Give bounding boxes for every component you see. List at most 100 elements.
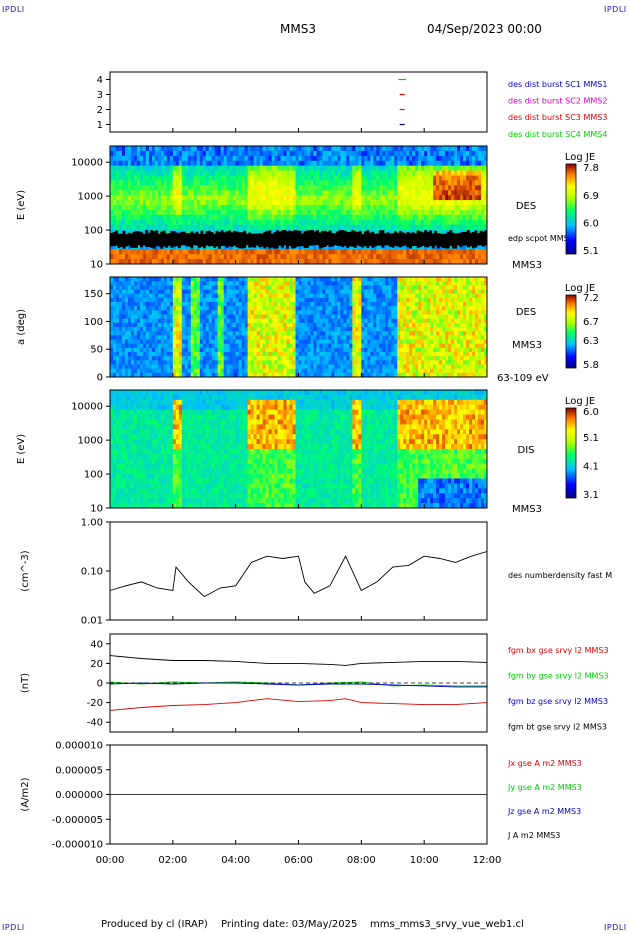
colorbar-tick-label: 4.1 xyxy=(583,461,599,472)
heatmap-cells-des-pitch-angle xyxy=(110,277,488,378)
x-tick-label: 02:00 xyxy=(158,855,187,866)
y-tick-label: 20 xyxy=(90,659,103,670)
legend-burst-sc3: des dist burst SC3 MMS3 xyxy=(508,113,607,122)
legend-current-3: Jz gse A m2 MMS3 xyxy=(507,807,581,816)
instrument-label-des-pitch-angle: DES xyxy=(516,307,536,318)
energy-label-pitch: 63-109 eV xyxy=(497,373,549,384)
colorbar-tick-label: 5.1 xyxy=(583,433,599,444)
y-tick-label: -0.000005 xyxy=(52,815,103,826)
colorbar-title-des-pitch-angle: Log JE xyxy=(565,283,595,294)
field-line-4 xyxy=(109,655,488,666)
colorbar-tick-label: 6.3 xyxy=(583,336,599,347)
colorbar-tick-label: 5.8 xyxy=(583,360,599,371)
y-tick-label: 3 xyxy=(97,90,103,101)
datetime-title: 04/Sep/2023 00:00 xyxy=(427,22,542,36)
colorbar-tick-label: 6.9 xyxy=(583,191,599,202)
y-tick-label: 100 xyxy=(84,470,103,481)
colorbar-title-des-energy: Log JE xyxy=(565,152,595,163)
heatmap-layer xyxy=(110,146,488,509)
x-tick-label: 00:00 xyxy=(96,855,125,866)
legend-density: des numberdensity fast M xyxy=(508,571,612,580)
y-axis-label-dis-energy: E (eV) xyxy=(16,434,27,464)
footer-printing-date: Printing date: 03/May/2025 xyxy=(221,919,358,930)
y-axis-label-density: (cm^-3) xyxy=(20,550,31,591)
colorbar-des-energy xyxy=(565,163,577,255)
y-tick-label: 1.00 xyxy=(81,518,103,529)
x-tick-label: 10:00 xyxy=(410,855,439,866)
legend-field-3: fgm bz gse srvy l2 MMS3 xyxy=(508,697,608,706)
colorbar-tick-label: 6.0 xyxy=(583,407,599,418)
legend-current-4: J A m2 MMS3 xyxy=(507,831,560,840)
y-tick-label: 2 xyxy=(97,105,103,116)
overlay-label-scpot: edp scpot MMS3 xyxy=(508,234,574,243)
colorbar-tick-label: 5.1 xyxy=(583,246,599,257)
panel-frame-burst-availability xyxy=(109,71,488,133)
y-tick-label: 40 xyxy=(90,639,103,650)
y-axis-label-magnetic-field: (nT) xyxy=(20,673,31,693)
spacecraft-label-dis-energy: MMS3 xyxy=(512,504,542,515)
colorbar-tick-label: 3.1 xyxy=(583,490,599,501)
legend-burst-sc4: des dist burst SC4 MMS4 xyxy=(508,130,607,139)
y-axis-label-current-density: (A/m2) xyxy=(20,777,31,811)
legend-current-1: Jx gse A m2 MMS3 xyxy=(507,759,582,768)
footer-produced-by: Produced by cl (IRAP) xyxy=(101,919,208,930)
legend-field-4: fgm bt gse srvy l2 MMS3 xyxy=(508,723,607,732)
y-tick-label: 0.01 xyxy=(81,616,103,627)
legend-burst-sc2: des dist burst SC2 MMS2 xyxy=(508,97,607,106)
y-tick-label: -0.000010 xyxy=(52,840,103,851)
y-tick-label: 4 xyxy=(97,75,103,86)
x-tick-label: 06:00 xyxy=(284,855,313,866)
y-tick-label: 10 xyxy=(90,260,103,271)
scpot-band xyxy=(110,230,488,249)
colorbar-tick-label: 6.0 xyxy=(583,218,599,229)
corner-label-top-left: IPDLI xyxy=(2,5,25,14)
legend-field-2: fgm by gse srvy l2 MMS3 xyxy=(508,672,609,681)
colorbar-tick-label: 7.2 xyxy=(583,293,599,304)
y-tick-label: 10000 xyxy=(71,402,103,413)
y-tick-label: -20 xyxy=(87,698,103,709)
y-tick-label: 50 xyxy=(90,345,103,356)
corner-label-bottom-right: IPDLI xyxy=(604,923,627,932)
corner-label-bottom-left: IPDLI xyxy=(2,923,25,932)
instrument-label-des-energy: DES xyxy=(516,201,536,212)
y-tick-label: 1000 xyxy=(78,192,103,203)
y-tick-label: 10000 xyxy=(71,158,103,169)
field-line-1 xyxy=(109,698,488,711)
y-tick-label: 0.000010 xyxy=(55,741,103,752)
line-layer xyxy=(109,78,488,795)
y-tick-label: -40 xyxy=(87,718,103,729)
corner-label-top-right: IPDLI xyxy=(604,5,627,14)
colorbar-tick-label: 6.7 xyxy=(583,317,599,328)
spacecraft-title: MMS3 xyxy=(280,22,316,36)
field-line-3 xyxy=(109,682,487,688)
heatmap-cells-dis-energy xyxy=(110,390,488,509)
y-axis-label-des-pitch-angle: a (deg) xyxy=(16,309,27,345)
x-tick-label: 08:00 xyxy=(347,855,376,866)
y-axis-label-des-energy: E (eV) xyxy=(16,190,27,220)
y-tick-label: 0 xyxy=(97,679,103,690)
y-tick-label: 0.000000 xyxy=(55,790,103,801)
y-tick-label: 1 xyxy=(97,120,103,131)
y-tick-label: 100 xyxy=(84,317,103,328)
spacecraft-label-des-energy: MMS3 xyxy=(512,260,542,271)
y-tick-label: 0 xyxy=(97,373,103,384)
x-tick-label: 04:00 xyxy=(221,855,250,866)
legend-burst-sc1: des dist burst SC1 MMS1 xyxy=(508,80,607,89)
y-tick-label: 10 xyxy=(90,504,103,515)
y-tick-label: 0.10 xyxy=(81,567,103,578)
y-tick-label: 100 xyxy=(84,226,103,237)
legend-field-1: fgm bx gse srvy l2 MMS3 xyxy=(508,646,609,655)
legend-current-2: Jy gse A m2 MMS3 xyxy=(507,783,582,792)
spacecraft-label-des-pitch-angle: MMS3 xyxy=(512,340,542,351)
panel-frame-density xyxy=(109,521,488,621)
colorbar-title-dis-energy: Log JE xyxy=(565,396,595,407)
colorbar-des-pitch-angle xyxy=(565,294,577,369)
y-tick-label: 1000 xyxy=(78,436,103,447)
colorbar-dis-energy xyxy=(565,407,577,499)
colorbar-tick-label: 7.8 xyxy=(583,163,599,174)
footer-filename: mms_mms3_srvy_vue_web1.cl xyxy=(370,919,524,930)
x-tick-label: 12:00 xyxy=(473,855,502,866)
instrument-label-dis-energy: DIS xyxy=(518,445,535,456)
